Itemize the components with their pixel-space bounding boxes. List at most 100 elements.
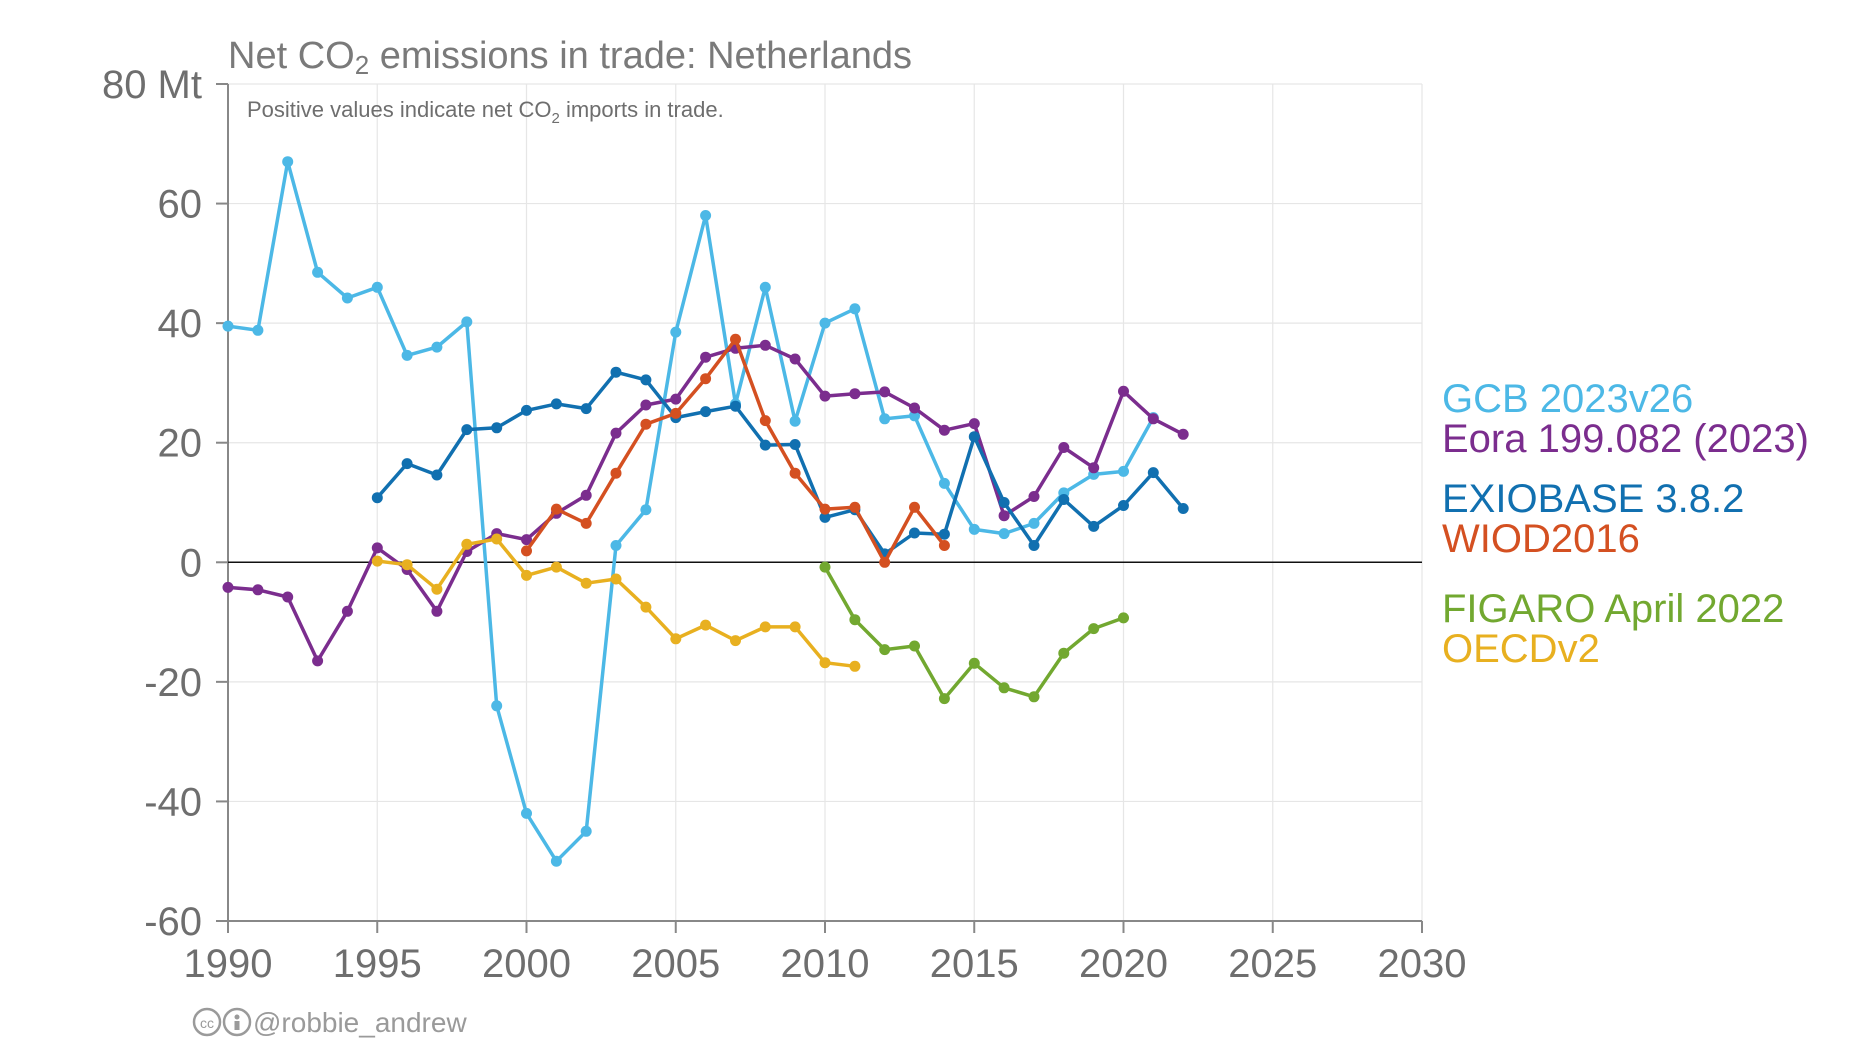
data-point — [1118, 385, 1129, 397]
x-tick-label: 2030 — [1378, 942, 1467, 986]
data-point — [849, 388, 861, 400]
data-point — [1028, 517, 1040, 529]
data-point — [1147, 413, 1159, 425]
data-point — [938, 477, 950, 489]
data-point — [938, 424, 950, 436]
data-point — [521, 569, 532, 581]
chart-subtitle: Positive values indicate net CO2​ import… — [247, 97, 724, 127]
data-point — [431, 605, 443, 617]
data-point — [1028, 540, 1040, 551]
x-tick-label: 2020 — [1079, 942, 1168, 986]
data-point — [789, 621, 801, 633]
data-point — [341, 292, 353, 304]
data-point — [730, 400, 741, 412]
data-point — [550, 561, 562, 573]
data-point — [819, 503, 831, 515]
data-point — [461, 316, 473, 328]
data-point — [968, 657, 980, 669]
data-point — [819, 561, 831, 573]
data-point — [998, 528, 1010, 540]
data-point — [1088, 462, 1100, 474]
x-tick-label: 1995 — [333, 942, 422, 986]
data-point — [550, 855, 562, 867]
data-point — [700, 210, 712, 221]
data-point — [491, 422, 503, 434]
data-point — [879, 413, 891, 425]
data-point — [1058, 647, 1070, 659]
data-point — [282, 156, 294, 168]
credit-text: @robbie_andrew — [253, 1007, 467, 1038]
data-point — [1177, 428, 1189, 440]
data-point — [819, 317, 831, 329]
data-point — [282, 591, 294, 603]
data-point — [819, 390, 831, 402]
data-point — [252, 324, 264, 336]
data-point — [700, 406, 712, 418]
data-point — [312, 266, 324, 278]
data-point — [730, 635, 741, 647]
data-point — [371, 492, 383, 504]
data-point — [521, 545, 532, 557]
svg-text:cc: cc — [200, 1015, 214, 1031]
data-point — [431, 469, 443, 481]
data-point — [580, 517, 592, 529]
data-point — [1088, 520, 1100, 532]
data-point — [461, 424, 473, 436]
data-point — [401, 458, 413, 470]
x-tick-label: 2010 — [781, 942, 870, 986]
y-tick-label: 0 — [180, 541, 202, 585]
x-tick-label: 2025 — [1228, 942, 1317, 986]
data-point — [1028, 691, 1040, 703]
data-point — [431, 583, 443, 595]
data-point — [610, 366, 622, 378]
x-tick-label: 2000 — [482, 942, 571, 986]
data-point — [1058, 442, 1070, 453]
data-point — [849, 660, 861, 672]
attribution-icon — [222, 1007, 252, 1037]
data-point — [580, 825, 592, 837]
data-point — [938, 540, 950, 551]
data-point — [461, 538, 473, 550]
data-point — [222, 320, 234, 332]
legend-entry: Eora 199.082 (2023) — [1442, 417, 1809, 461]
data-point — [670, 393, 682, 405]
data-point — [521, 534, 532, 546]
y-tick-label: -40 — [144, 780, 202, 824]
data-point — [759, 415, 771, 427]
data-point — [909, 410, 920, 422]
data-point — [909, 527, 920, 539]
y-tick-label: 80 Mt — [102, 63, 202, 107]
data-point — [1118, 500, 1129, 511]
data-point — [521, 807, 532, 819]
data-point — [550, 398, 562, 410]
data-point — [580, 489, 592, 501]
data-point — [968, 418, 980, 430]
data-point — [998, 510, 1010, 522]
data-point — [1118, 612, 1129, 624]
data-point — [789, 415, 801, 427]
data-point — [401, 349, 413, 361]
credit: cc @robbie_andrew — [192, 1007, 467, 1038]
data-point — [968, 523, 980, 535]
data-point — [610, 427, 622, 439]
data-point — [580, 577, 592, 589]
data-point — [252, 584, 264, 596]
data-point — [789, 439, 801, 450]
data-point — [998, 682, 1010, 694]
y-tick-label: -20 — [144, 661, 202, 705]
chart-title: Net CO2​ emissions in trade: Netherlands — [228, 35, 912, 80]
data-point — [640, 399, 652, 411]
data-point — [1058, 494, 1070, 505]
data-point — [819, 511, 831, 523]
data-point — [1147, 467, 1159, 479]
y-tick-label: 20 — [158, 422, 203, 466]
legend-entry: GCB 2023v26 — [1442, 377, 1693, 421]
data-point — [670, 407, 682, 419]
data-point — [640, 374, 652, 386]
axes: -60 -40 -20 0 20 40 60 80 Mt 1990 1995 2000 2005 201… — [102, 63, 1467, 986]
x-tick-label: 2015 — [930, 942, 1019, 986]
data-point — [491, 700, 503, 712]
cc-icon: cc — [192, 1007, 222, 1037]
data-point — [700, 619, 712, 631]
